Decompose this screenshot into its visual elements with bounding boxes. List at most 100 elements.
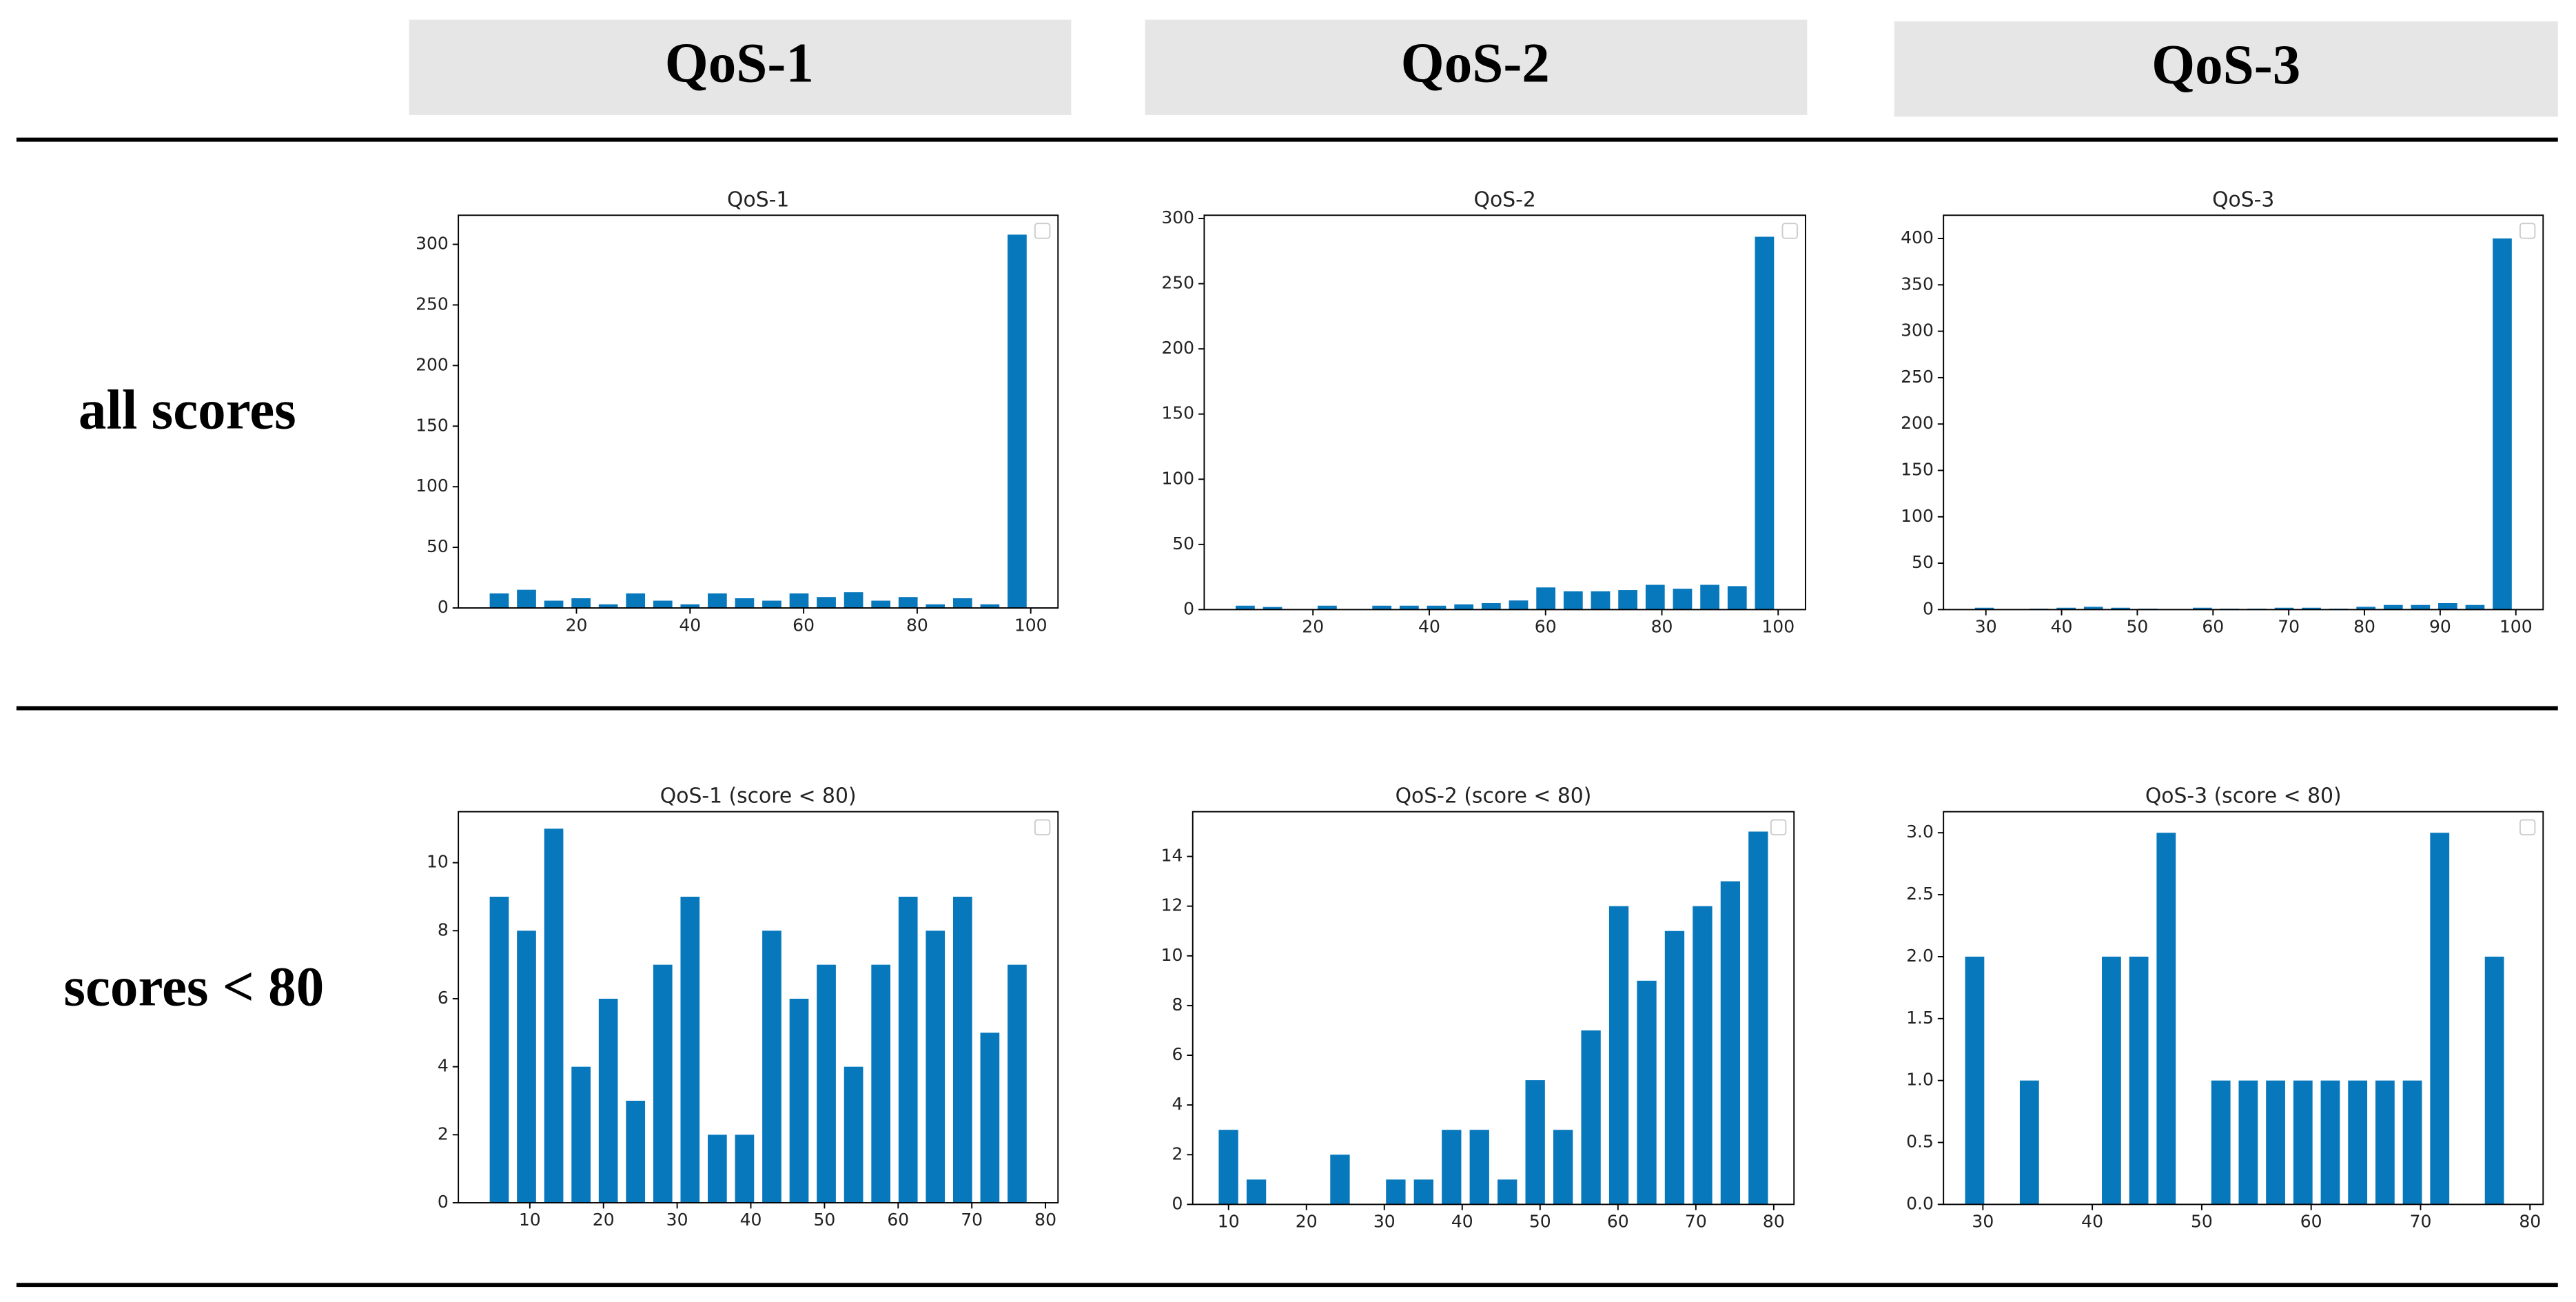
bar [2019, 1080, 2039, 1205]
x-tick-label: 10 [1218, 1212, 1240, 1232]
x-tick-label: 40 [1418, 617, 1440, 637]
bar [489, 593, 509, 609]
legend [1781, 223, 1798, 239]
bar [708, 593, 727, 609]
charts: QoS-120 40 60 80 100050100150200250300QoS-22… [416, 187, 2544, 1232]
x-tick-label: 100 [2500, 617, 2533, 637]
axes-frame [458, 214, 1059, 609]
bar [708, 1135, 727, 1203]
bar [2238, 1080, 2258, 1205]
x-tick-label: 80 [1763, 1212, 1785, 1232]
bar [653, 600, 673, 609]
chart: QoS-1 (score < 80) 10 20 30 40 50 60 70 80 0 2 4 6 8 1… [427, 784, 1059, 1230]
bar [1481, 602, 1501, 610]
chart-title: QoS-3 [2212, 187, 2274, 212]
x-tick-label: 80 [906, 615, 928, 635]
bar [571, 1066, 591, 1203]
y-tick-label: 0 [438, 1192, 449, 1212]
x-tick-label: 30 [1972, 1212, 1994, 1232]
x-tick-label: 50 [2191, 1212, 2213, 1232]
bar [926, 604, 945, 609]
bar [571, 598, 591, 609]
bar [2083, 607, 2103, 610]
bar [980, 1033, 1000, 1203]
bar [2156, 833, 2176, 1205]
bar [1673, 589, 1693, 610]
bar [1645, 584, 1665, 610]
chart-title: QoS-3 (score < 80) [2145, 784, 2342, 808]
column-header-box [409, 19, 1072, 115]
bar [844, 1066, 863, 1203]
column-header: QoS-3 [2151, 34, 2300, 96]
bar [1974, 607, 1994, 610]
x-tick-label: 30 [1373, 1212, 1396, 1232]
bar [2430, 833, 2450, 1205]
bar [2356, 607, 2376, 610]
y-tick-label: 50 [427, 536, 449, 556]
bar [2129, 956, 2149, 1205]
bar [789, 593, 809, 609]
y-tick-label: 150 [416, 415, 449, 435]
bar [2375, 1080, 2395, 1205]
bar [1525, 1080, 1545, 1205]
bar [1637, 980, 1657, 1205]
y-tick-label: 50 [1912, 552, 1934, 572]
column-header-box [1145, 19, 1808, 115]
bar [517, 930, 536, 1203]
x-tick-label: 70 [2410, 1212, 2432, 1232]
x-tick-label: 90 [2429, 617, 2451, 637]
y-tick-label: 2 [438, 1123, 449, 1143]
y-tick-label: 0 [1172, 1193, 1183, 1213]
x-tick-label: 60 [1535, 617, 1557, 637]
bar [680, 896, 700, 1203]
y-tick-label: 14 [1161, 846, 1183, 866]
y-tick-label: 200 [416, 354, 449, 374]
bar [653, 964, 673, 1203]
bar [871, 600, 891, 609]
bar [1664, 930, 1685, 1205]
axes-frame [1943, 811, 2544, 1206]
bar [1581, 1030, 1601, 1205]
y-tick-label: 100 [1161, 468, 1194, 488]
bar [1720, 881, 1741, 1205]
y-tick-label: 250 [1161, 273, 1194, 293]
y-tick-label: 6 [1172, 1044, 1183, 1064]
bar [1399, 605, 1419, 610]
bar [1965, 956, 1985, 1205]
bar [1563, 591, 1583, 610]
bar [1218, 1130, 1238, 1205]
bar [2438, 603, 2457, 610]
x-tick-label: 60 [2300, 1212, 2322, 1232]
bar [1454, 604, 1474, 610]
x-tick-label: 50 [813, 1210, 835, 1230]
legend [2519, 819, 2536, 835]
bar [680, 604, 700, 609]
x-tick-label: 60 [793, 615, 815, 635]
bar [1008, 964, 1027, 1203]
bar [2302, 607, 2321, 610]
bar [489, 896, 509, 1203]
bar [1386, 1179, 1406, 1205]
x-tick-label: 80 [2353, 617, 2375, 637]
y-tick-label: 50 [1172, 533, 1194, 553]
legend [1034, 819, 1051, 835]
chart-title: QoS-1 (score < 80) [660, 784, 857, 808]
legend [2519, 223, 2536, 239]
bar [735, 1135, 755, 1203]
bar [898, 896, 918, 1203]
y-tick-label: 0.0 [1906, 1193, 1934, 1213]
bar [1469, 1130, 1489, 1205]
chart-title: QoS-2 [1474, 187, 1536, 212]
y-tick-label: 350 [1901, 274, 1934, 294]
bar [1413, 1179, 1433, 1205]
y-tick-label: 0 [1183, 598, 1194, 618]
bar [762, 600, 781, 609]
y-tick-label: 300 [1161, 207, 1194, 227]
x-tick-label: 60 [887, 1210, 909, 1230]
x-tick-label: 30 [666, 1210, 688, 1230]
row-label: all scores [79, 379, 296, 441]
bar [2402, 1080, 2422, 1205]
chart: QoS-2 (score < 80) 10 20 30 40 50 60 70 80 0 2 4 6 8 1… [1161, 784, 1795, 1232]
bar [1700, 584, 1720, 610]
